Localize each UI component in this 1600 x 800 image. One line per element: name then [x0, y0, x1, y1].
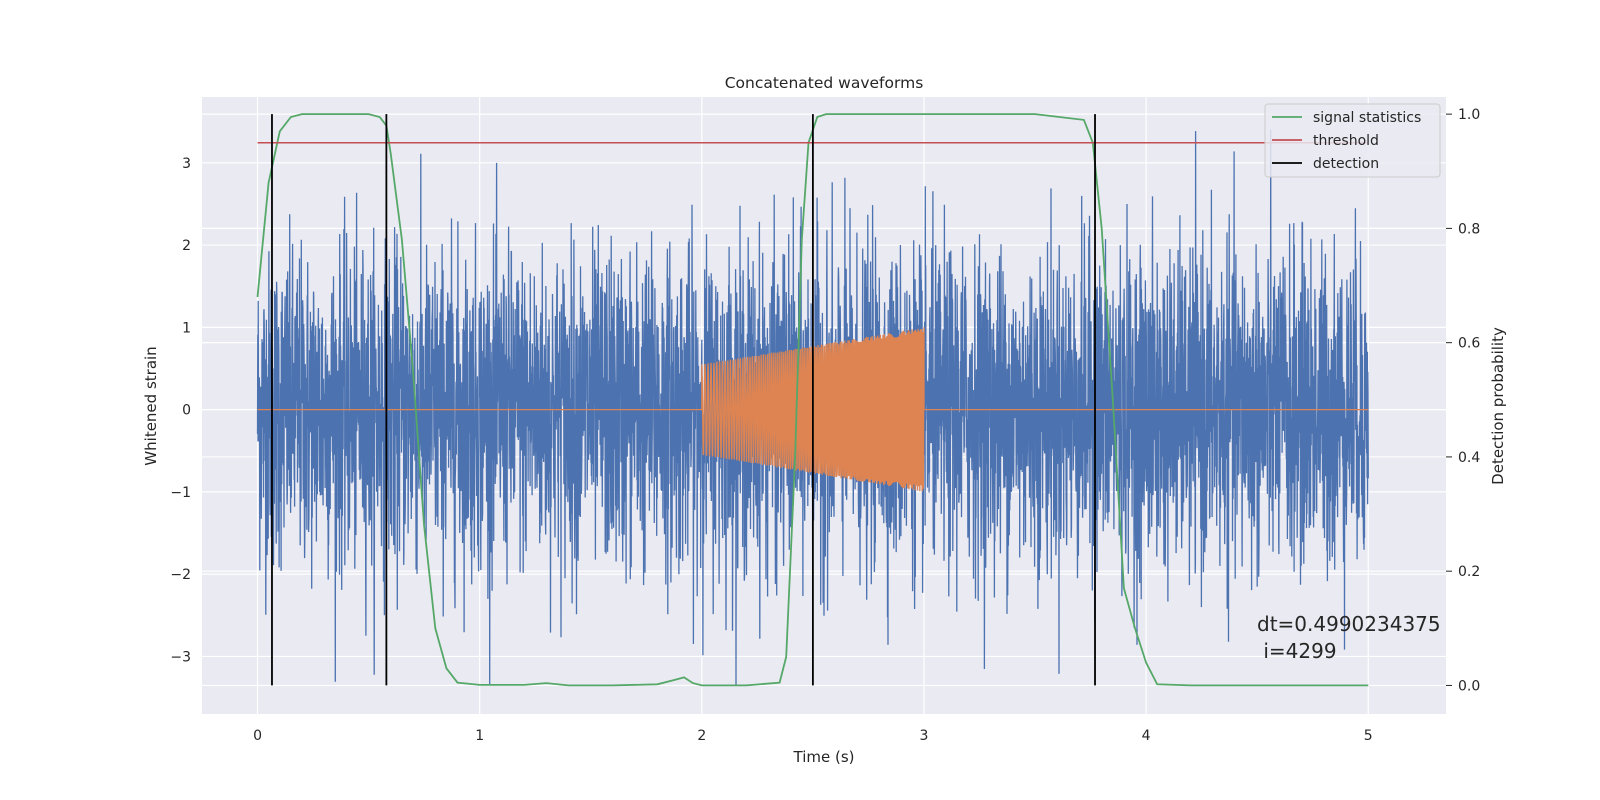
detection-series [271, 114, 1096, 686]
plot-content [256, 113, 1369, 687]
signal-statistics-series [256, 113, 1369, 687]
y-axis-left-ticks: −3 −2 −1 0 1 2 3 [170, 156, 191, 666]
legend-label-signal-statistics: signal statistics [1313, 110, 1421, 126]
x-axis-label: Time (s) [793, 748, 855, 766]
x-tick-label: 0 [253, 728, 262, 744]
x-tick-label: 3 [920, 728, 929, 744]
x-axis-ticks: 0 1 2 3 4 5 [253, 728, 1373, 744]
x-tick-label: 2 [697, 728, 706, 744]
y-tick-label-left: −1 [170, 485, 191, 501]
legend-entry-threshold: threshold [1272, 133, 1379, 149]
x-tick-label: 1 [475, 728, 484, 744]
y-axis-left-label: Whitened strain [142, 346, 160, 465]
y-tick-label-right: 0.2 [1458, 564, 1480, 580]
y-tick-label-left: 3 [182, 156, 191, 172]
y-tick-label-right: 0.8 [1458, 221, 1480, 237]
legend: signal statistics threshold detection [1264, 103, 1441, 178]
legend-entry-detection: detection [1272, 156, 1379, 172]
legend-box [1264, 103, 1441, 178]
y-axis-right-label: Detection probability [1489, 327, 1507, 485]
x-tick-label: 4 [1142, 728, 1151, 744]
y-tick-label-left: 2 [182, 238, 191, 254]
y-tick-label-left: 0 [182, 403, 191, 419]
y-tick-label-left: 1 [182, 320, 191, 336]
y-tick-label-right: 0.6 [1458, 336, 1480, 352]
annotation-dt: dt=0.4990234375 [1257, 612, 1441, 636]
y-tick-label-right: 1.0 [1458, 107, 1480, 123]
y-tick-label-left: −2 [170, 567, 191, 583]
chart-title: Concatenated waveforms [725, 74, 924, 92]
legend-label-threshold: threshold [1313, 133, 1379, 149]
legend-entry-signal-statistics: signal statistics [1272, 110, 1421, 126]
y-tick-label-right: 0.4 [1458, 450, 1480, 466]
x-tick-label: 5 [1364, 728, 1373, 744]
y-axis-right-ticks: 0.0 0.2 0.4 0.6 0.8 1.0 [1446, 107, 1480, 694]
legend-label-detection: detection [1313, 156, 1379, 172]
y-tick-label-left: −3 [170, 649, 191, 665]
annotation-index: i=4299 [1257, 639, 1337, 663]
y-tick-label-right: 0.0 [1458, 678, 1480, 694]
